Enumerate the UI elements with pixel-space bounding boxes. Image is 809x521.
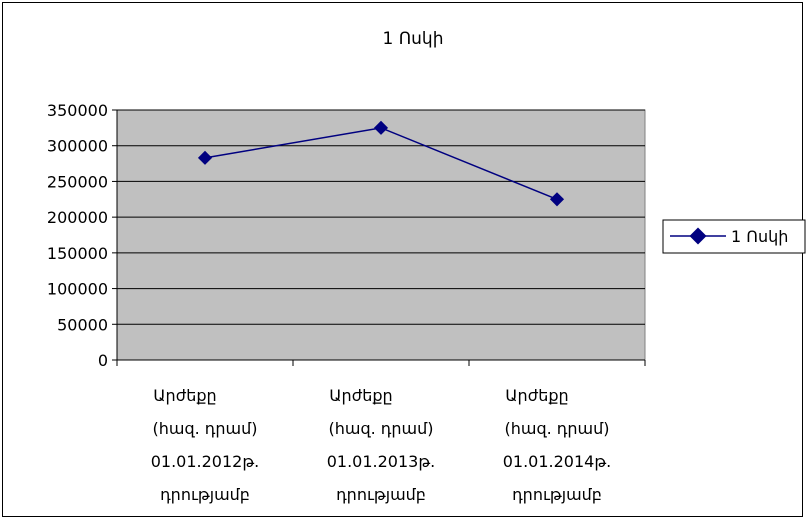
y-tick-label: 150000 bbox=[47, 244, 108, 263]
x-category-label-line: դրությամբ bbox=[512, 485, 602, 504]
plot-area bbox=[116, 109, 646, 361]
data-point-marker bbox=[197, 150, 213, 165]
data-point-marker bbox=[373, 120, 389, 135]
x-category-label-line: Արժեքը bbox=[153, 386, 216, 405]
series-layer bbox=[197, 120, 565, 207]
x-category-label-line: (հազ. դրամ) bbox=[328, 419, 433, 438]
legend: 1 Ոսկի bbox=[662, 219, 806, 254]
y-tick-label: 50000 bbox=[57, 315, 108, 334]
x-category-label-line: (հազ. դրամ) bbox=[504, 419, 609, 438]
x-category-label-line: (հազ. դրամ) bbox=[152, 419, 257, 438]
legend-label: 1 Ոսկի bbox=[731, 227, 788, 246]
y-tick-label: 300000 bbox=[47, 137, 108, 156]
x-category-label-line: դրությամբ bbox=[336, 485, 426, 504]
x-category-label-line: 01.01.2013թ. bbox=[327, 452, 436, 471]
y-axis: 0 50000 100000 150000 200000 250000 300000 3500… bbox=[47, 101, 118, 370]
data-point-marker bbox=[549, 192, 565, 207]
plot-background bbox=[116, 109, 646, 361]
y-tick-label: 350000 bbox=[47, 101, 108, 120]
x-category-label-line: 01.01.2014թ. bbox=[503, 452, 612, 471]
legend-marker bbox=[689, 227, 707, 245]
x-category-label-line: դրությամբ bbox=[160, 485, 250, 504]
x-category-label-line: Արժեքը bbox=[329, 386, 392, 405]
x-category-label-line: 01.01.2012թ. bbox=[151, 452, 260, 471]
x-category-label-line: Արժեքը bbox=[505, 386, 568, 405]
y-tick-label: 0 bbox=[98, 351, 108, 370]
x-axis: Արժեքը (հազ. դրամ) 01.01.2012թ. դրությամբ Ար… bbox=[116, 359, 646, 504]
chart-title: 1 Ոսկի bbox=[383, 29, 444, 49]
y-tick-label: 100000 bbox=[47, 280, 108, 299]
y-tick-label: 250000 bbox=[47, 172, 108, 191]
y-tick-label: 200000 bbox=[47, 208, 108, 227]
